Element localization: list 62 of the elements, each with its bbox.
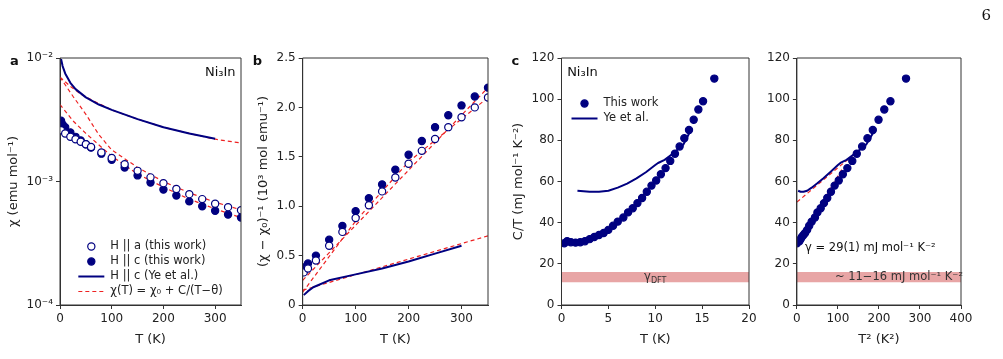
y-tick-label: 0: [546, 297, 555, 312]
x-tick-label: 300: [203, 311, 227, 326]
x-axis-title: T (K): [378, 330, 411, 346]
annotation: Ni₃In: [567, 64, 598, 80]
x-tick-label: 200: [151, 311, 175, 326]
annotation: Ni₃In: [204, 64, 236, 80]
x-axis-title: T (K): [134, 330, 166, 346]
y-tick-label: 120: [767, 50, 790, 65]
y-axis-title: χ (emu mol⁻¹): [5, 135, 21, 228]
annotation: γ = 29(1) mJ mol⁻¹ K⁻²: [805, 240, 936, 255]
y-axis-title: (χ − χ₀)⁻¹ (10³ mol emu⁻¹): [255, 95, 271, 268]
y-tick-label: 40: [539, 214, 555, 229]
y-tick-label: 2.5: [276, 50, 296, 65]
y-tick-label: 10⁻³: [26, 173, 54, 188]
legend-label: This work: [602, 95, 659, 110]
x-tick-label: 10: [647, 311, 663, 326]
legend-label: χ(T) = χ₀ + C/(T−θ): [110, 283, 223, 298]
y-tick-label: 2.0: [276, 99, 296, 114]
legend-label: Ye et al.: [602, 110, 649, 125]
x-axis-title: T² (K²): [857, 330, 900, 346]
x-axis-title: T (K): [638, 330, 671, 346]
x-tick-label: 100: [100, 311, 124, 326]
y-tick-label: 20: [539, 255, 555, 270]
x-tick-label: 200: [397, 311, 421, 326]
x-tick-label: 0: [557, 311, 566, 326]
y-tick-label: 60: [774, 173, 790, 188]
x-tick-label: 300: [908, 311, 932, 326]
x-tick-label: 5: [604, 311, 613, 326]
x-tick-label: 0: [298, 311, 307, 326]
text: 6: [981, 5, 991, 24]
y-tick-label: 100: [531, 91, 555, 106]
chart-title: c: [511, 53, 520, 69]
x-tick-label: 0: [793, 311, 801, 326]
legend-label: H || c (Ye et al.): [110, 268, 199, 283]
y-tick-label: 0.5: [276, 247, 296, 262]
y-tick-label: 80: [539, 132, 555, 147]
y-tick-label: 10⁻⁴: [26, 297, 54, 312]
y-tick-label: 0: [782, 297, 790, 312]
x-tick-label: 20: [741, 311, 757, 326]
y-axis-title: C/T (mJ mol⁻¹ K⁻²): [510, 122, 526, 241]
legend-label: H || a (this work): [110, 238, 207, 253]
x-tick-label: 100: [826, 311, 850, 326]
y-tick-label: 20: [774, 255, 790, 270]
x-tick-label: 400: [949, 311, 973, 326]
chart-title: b: [252, 53, 262, 69]
y-tick-label: 40: [774, 214, 790, 229]
x-tick-label: 15: [694, 311, 710, 326]
y-tick-label: 100: [767, 91, 790, 106]
legend-label: H || c (this work): [110, 253, 206, 268]
y-tick-label: 60: [539, 173, 555, 188]
x-tick-label: 100: [344, 311, 368, 326]
band-label: ~ 11−16 mJ mol⁻¹ K⁻²: [834, 269, 963, 284]
x-tick-label: 0: [56, 311, 64, 326]
x-tick-label: 300: [450, 311, 473, 326]
y-tick-label: 10⁻²: [26, 50, 54, 65]
y-tick-label: 1.0: [276, 198, 296, 213]
y-tick-label: 80: [774, 132, 790, 147]
x-tick-label: 200: [867, 311, 891, 326]
y-tick-label: 1.5: [276, 148, 296, 163]
y-tick-label: 120: [531, 50, 555, 65]
chart-title: a: [10, 53, 19, 69]
y-tick-label: 0: [288, 297, 296, 312]
